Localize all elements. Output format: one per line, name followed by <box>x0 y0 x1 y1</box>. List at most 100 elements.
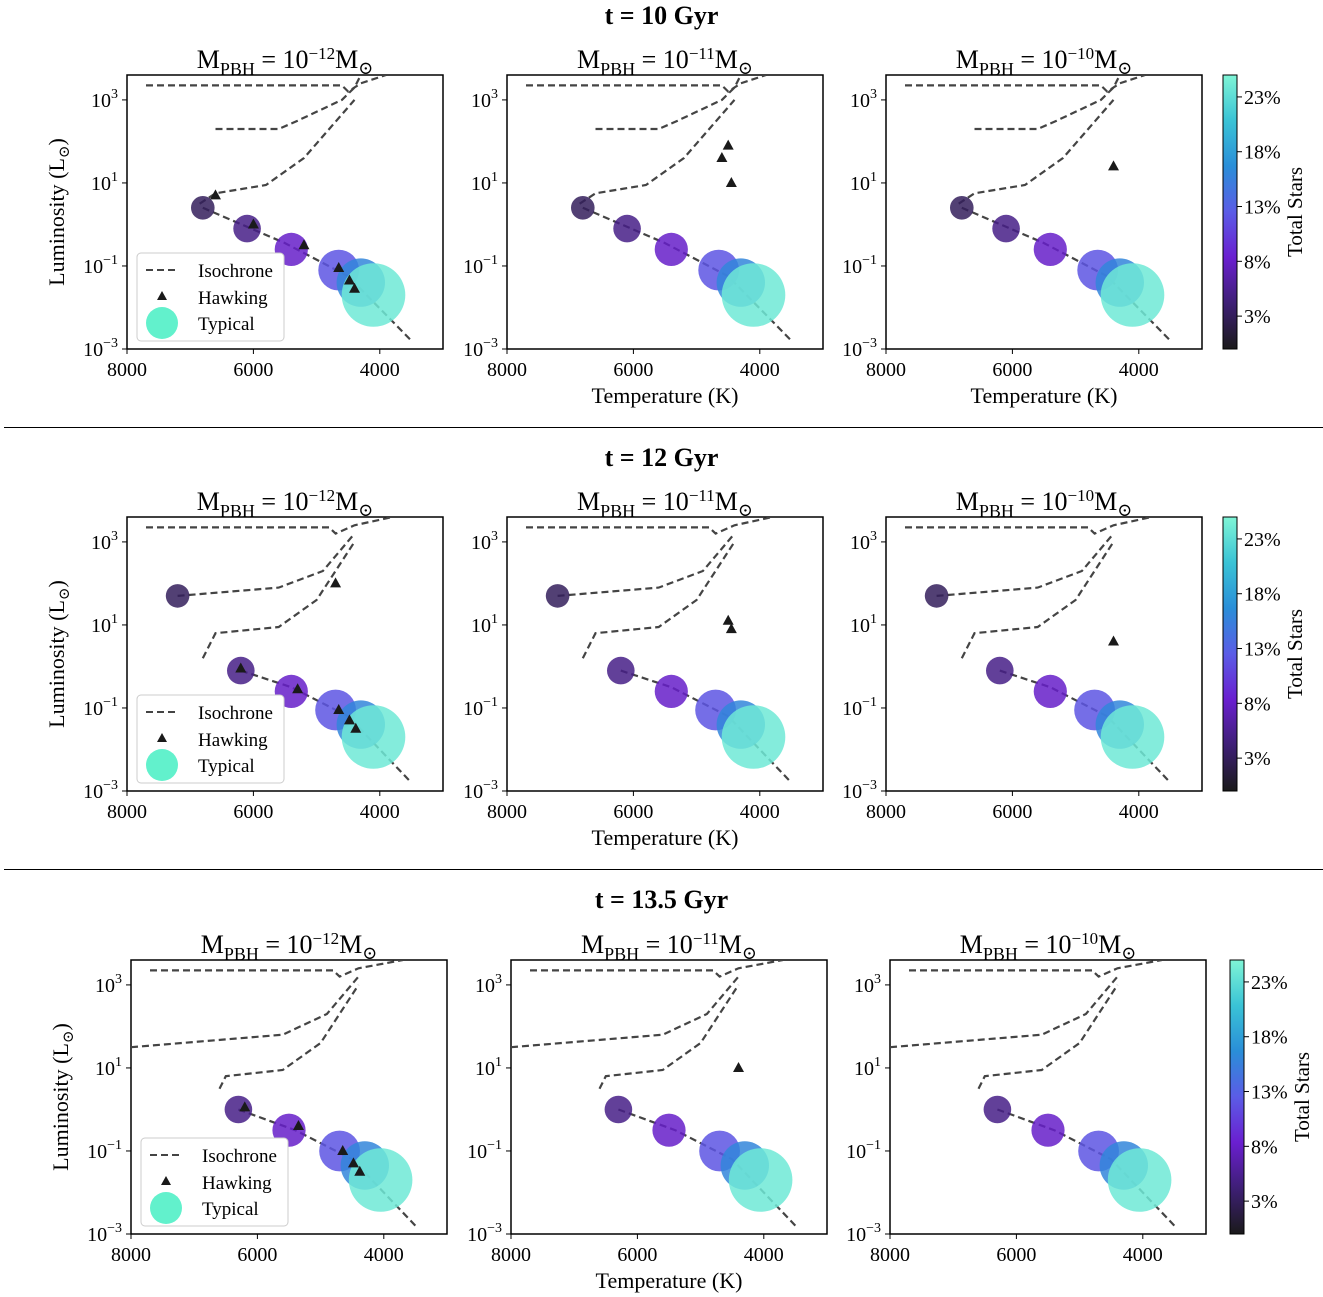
panel-title-part: PBH <box>600 59 635 79</box>
y-tick-exp: 1 <box>111 170 118 185</box>
panel-title-part: PBH <box>979 501 1014 521</box>
y-tick-label: 10−3 <box>842 336 877 361</box>
isochrone-line <box>146 517 393 535</box>
isochrone-line <box>150 960 404 978</box>
colorbar-label: Total Stars <box>1283 167 1307 257</box>
y-tick-label: 103 <box>475 972 502 997</box>
y-tick-label: 10−1 <box>463 253 498 278</box>
y-tick-exp: −3 <box>866 1221 881 1236</box>
y-tick-base: 10 <box>854 1058 874 1080</box>
y-tick-exp: 1 <box>491 170 498 185</box>
y-tick-exp: −3 <box>483 778 498 793</box>
y-tick-base: 10 <box>850 615 870 637</box>
y-tick-base: 10 <box>87 1141 107 1163</box>
isochrone-line <box>960 541 1115 659</box>
panel-title-part: −11 <box>693 929 719 948</box>
panel-title: MPBH = 10−10M⊙ <box>956 44 1133 79</box>
panel-title-part: M <box>960 930 983 959</box>
typical-star-marker <box>571 196 595 220</box>
legend-hawking-label: Hawking <box>198 730 268 751</box>
y-tick-label: 10−3 <box>83 778 118 803</box>
y-tick-base: 10 <box>850 173 870 195</box>
y-tick-label: 101 <box>95 1055 122 1080</box>
colorbar-label: Total Stars <box>1283 609 1307 699</box>
colorbar-tick-label: 3% <box>1244 748 1271 770</box>
isochrone-line <box>526 75 767 94</box>
y-tick-label: 101 <box>91 612 118 637</box>
hawking-marker <box>292 1120 304 1131</box>
x-tick-label: 4000 <box>1119 801 1159 823</box>
isochrone-line <box>511 975 740 1049</box>
hawking-marker <box>292 683 304 694</box>
y-tick-exp: −3 <box>862 336 877 351</box>
panel: MPBH = 10−12M⊙8000 6000 400010310110−110−3… <box>44 486 444 823</box>
panel-title-part: = 10 <box>255 45 309 74</box>
panel-title-part: ⊙ <box>1121 943 1136 963</box>
legend-hawking-label: Hawking <box>202 1173 272 1194</box>
y-axis-label: Luminosity (L⊙) <box>44 580 73 728</box>
panel: MPBH = 10−11M⊙8000 6000 400010310110−110−3… <box>463 486 824 850</box>
y-tick-base: 10 <box>842 781 862 803</box>
isochrone-line <box>530 960 784 978</box>
panel-title-part: PBH <box>983 944 1018 964</box>
isochrone-line <box>177 532 356 597</box>
hawking-marker <box>347 1157 359 1168</box>
x-axis-label: Temperature (K) <box>592 383 739 408</box>
colorbar-tick-label: 13% <box>1251 1082 1288 1104</box>
y-tick-label: 103 <box>91 529 118 554</box>
x-tick-label: 6000 <box>617 1244 657 1266</box>
colorbar-tick-label: 13% <box>1244 197 1281 219</box>
y-tick-base: 10 <box>467 1224 487 1246</box>
x-tick-label: 8000 <box>491 1244 531 1266</box>
y-tick-exp: −3 <box>103 336 118 351</box>
isochrone-line <box>958 99 1115 205</box>
x-tick-label: 6000 <box>992 359 1032 381</box>
typical-star-marker <box>348 1148 413 1212</box>
typical-star-marker <box>191 196 215 220</box>
row-divider <box>4 427 1323 428</box>
y-tick-exp: 1 <box>870 612 877 627</box>
y-tick-label: 10−1 <box>463 695 498 720</box>
hawking-marker <box>247 218 259 229</box>
hawking-marker <box>209 189 221 200</box>
y-axis-label-part: ⊙ <box>57 146 73 159</box>
y-tick-base: 10 <box>475 1058 495 1080</box>
panel-title-part: ⊙ <box>1117 500 1132 520</box>
colorbar: 23% 18% 13% 8% 3% Total Stars <box>1222 516 1307 792</box>
y-tick-exp: 1 <box>491 612 498 627</box>
hawking-marker <box>333 262 345 273</box>
legend-isochrone-label: Isochrone <box>198 261 273 282</box>
typical-star-marker <box>165 584 190 608</box>
hawking-marker <box>235 662 247 673</box>
y-axis-label-part: Luminosity (L <box>44 600 69 728</box>
legend-typical-label: Typical <box>198 756 255 777</box>
y-tick-label: 10−1 <box>467 1138 502 1163</box>
y-axis-label-part: ⊙ <box>57 588 73 601</box>
isochrone-line <box>905 75 1146 94</box>
x-tick-label: 8000 <box>866 359 906 381</box>
y-tick-exp: 3 <box>111 529 118 544</box>
y-axis-label: Luminosity (L⊙) <box>48 1023 77 1171</box>
y-tick-base: 10 <box>87 1224 107 1246</box>
legend-typical-swatch <box>150 1192 182 1224</box>
x-tick-label: 6000 <box>613 359 653 381</box>
y-axis-label-part: Luminosity (L <box>44 158 69 286</box>
y-tick-exp: 3 <box>491 87 498 102</box>
y-tick-exp: −1 <box>866 1138 881 1153</box>
row-title-12gyr: t = 12 Gyr <box>604 443 719 472</box>
y-tick-base: 10 <box>842 256 862 278</box>
panel-title-part: −12 <box>309 486 336 505</box>
y-tick-base: 10 <box>463 698 483 720</box>
isochrone-line <box>905 517 1152 535</box>
typical-star-marker <box>983 1095 1012 1124</box>
x-tick-label: 8000 <box>870 1244 910 1266</box>
panel-title-part: M <box>719 930 742 959</box>
y-tick-base: 10 <box>842 339 862 361</box>
x-tick-label: 4000 <box>744 1244 784 1266</box>
panel: MPBH = 10−12M⊙8000 6000 400010310110−110−3… <box>44 44 444 381</box>
y-tick-base: 10 <box>83 781 103 803</box>
y-tick-base: 10 <box>471 173 491 195</box>
x-tick-label: 4000 <box>360 359 400 381</box>
